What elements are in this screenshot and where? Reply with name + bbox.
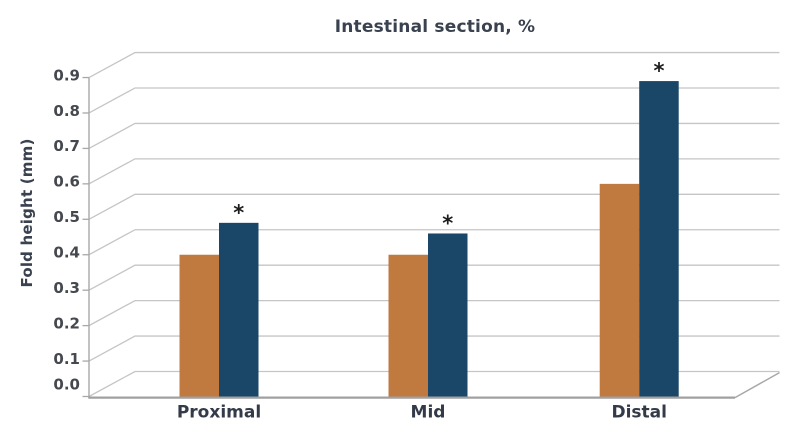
gridline (88, 51, 780, 79)
chart-title: Intestinal section, % (334, 17, 536, 37)
x-category-label: Distal (611, 403, 666, 423)
gridline (88, 193, 780, 220)
x-category-label: Mid (411, 403, 446, 423)
y-tick-label: 0.7 (53, 137, 80, 155)
bar-distal-series2 (639, 81, 679, 397)
bar-proximal-series1 (179, 254, 219, 397)
floor-right-edge (734, 371, 780, 399)
significance-asterisk: * (442, 211, 453, 235)
gridline (88, 122, 780, 149)
y-tick-label: 0.1 (53, 350, 80, 368)
significance-asterisk: * (233, 201, 244, 225)
y-tick-label: 0.0 (53, 375, 80, 393)
x-category-label: Proximal (177, 403, 261, 423)
y-tick-label: 0.9 (53, 66, 80, 84)
y-tick-label: 0.3 (53, 279, 80, 297)
bar-distal-series1 (599, 183, 640, 397)
gridline (88, 158, 780, 185)
y-tick-label: 0.4 (53, 244, 80, 262)
gridline (88, 335, 780, 362)
y-tick-label: 0.2 (53, 314, 80, 332)
bar-proximal-series2 (219, 222, 259, 397)
y-tick-label: 0.5 (53, 208, 80, 226)
y-tick-label: 0.6 (53, 173, 80, 191)
gridline (88, 264, 780, 291)
bar-mid-series1 (388, 254, 428, 397)
gridline (88, 299, 780, 327)
gridline (88, 229, 780, 256)
y-tick-label: 0.8 (53, 102, 80, 120)
gridline (88, 87, 780, 114)
significance-asterisk: * (653, 59, 664, 83)
gridline (88, 370, 780, 398)
bar-mid-series2 (428, 233, 468, 397)
